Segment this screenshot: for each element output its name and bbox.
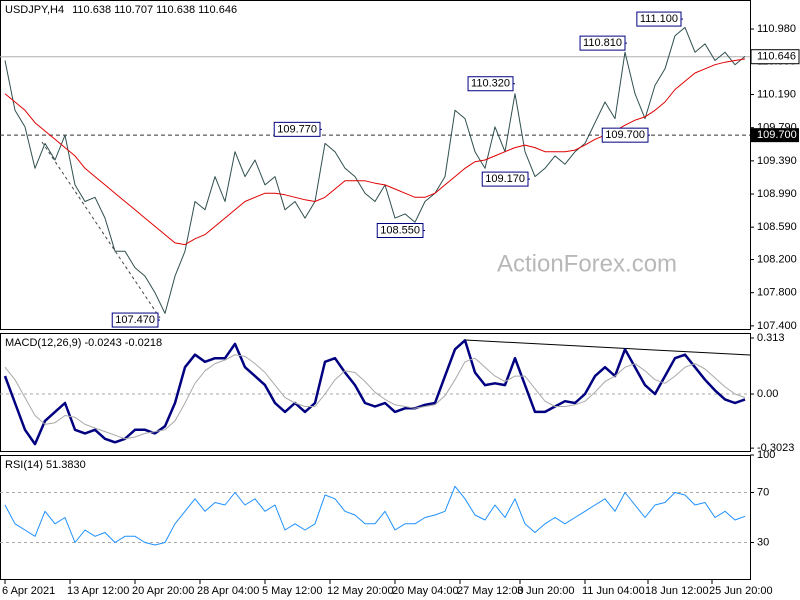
y-tick-label: 108.200 xyxy=(757,253,797,265)
x-tick-label: 5 May 12:00 xyxy=(262,585,323,597)
trend-line xyxy=(464,339,751,356)
series-line xyxy=(3,339,746,446)
x-tick-label: 3 Jun 20:00 xyxy=(517,585,575,597)
x-tick-label: 28 Apr 04:00 xyxy=(197,585,259,597)
x-tick-label: 6 Apr 2021 xyxy=(2,585,55,597)
y-tick-label: 108.590 xyxy=(757,221,797,233)
annotation-label: 107.470 xyxy=(115,314,155,326)
pane-title: MACD(12,26,9) -0.0243 -0.0218 xyxy=(5,337,162,349)
annotation-label: 111.100 xyxy=(640,13,678,25)
x-tick-label: 12 May 20:00 xyxy=(327,585,394,597)
price-marker xyxy=(751,128,799,143)
annotation-label: 109.170 xyxy=(485,173,525,185)
y-tick-label: 30 xyxy=(757,536,769,548)
x-tick-label: 20 Apr 20:00 xyxy=(132,585,194,597)
macd-pane xyxy=(0,333,751,452)
price-pane xyxy=(0,0,751,330)
y-tick-label: 107.800 xyxy=(757,287,797,299)
annotation-label: 109.700 xyxy=(605,129,645,141)
series-line xyxy=(4,26,746,314)
x-tick-label: 11 Jun 04:00 xyxy=(582,585,645,597)
series-line xyxy=(4,58,746,246)
x-tick-label: 25 Jun 20:00 xyxy=(709,585,773,597)
y-tick-label: 0.00 xyxy=(757,388,778,400)
pane-title: RSI(14) 51.3830 xyxy=(5,459,86,471)
annotation-label: 109.770 xyxy=(277,123,317,135)
y-tick-label: 109.390 xyxy=(757,155,797,167)
y-tick-label: 100 xyxy=(757,449,775,461)
y-tick-label: 108.990 xyxy=(757,188,797,200)
x-tick-label: 18 Jun 12:00 xyxy=(645,585,709,597)
trend-line xyxy=(41,141,161,319)
y-tick-label: 70 xyxy=(757,486,769,498)
annotation-label: 110.810 xyxy=(583,37,622,49)
annotation-label: 110.320 xyxy=(471,78,510,90)
annotation-label: 108.550 xyxy=(380,224,420,236)
price-marker-label: 109.700 xyxy=(757,129,797,141)
watermark: ActionForex.com xyxy=(497,250,677,277)
x-tick-label: 13 Apr 12:00 xyxy=(67,585,129,597)
x-tick-label: 27 May 12:00 xyxy=(457,585,524,597)
x-tick-label: 20 May 04:00 xyxy=(392,585,459,597)
y-tick-label: 107.400 xyxy=(757,320,797,332)
price-marker-label: 110.646 xyxy=(757,51,796,63)
y-tick-label: 110.980 xyxy=(757,23,796,35)
price-marker xyxy=(750,49,800,65)
series-line xyxy=(4,354,746,440)
y-tick-label: -0.3023 xyxy=(757,442,794,454)
rsi-pane xyxy=(0,455,751,580)
y-tick-label: 0.313 xyxy=(757,332,785,344)
y-tick-label: 110.190 xyxy=(757,88,796,100)
series-line xyxy=(4,485,746,546)
pane-subtitle: 110.638 110.707 110.638 110.646 xyxy=(72,4,237,16)
pane-title: USDJPY,H4 xyxy=(5,4,64,16)
